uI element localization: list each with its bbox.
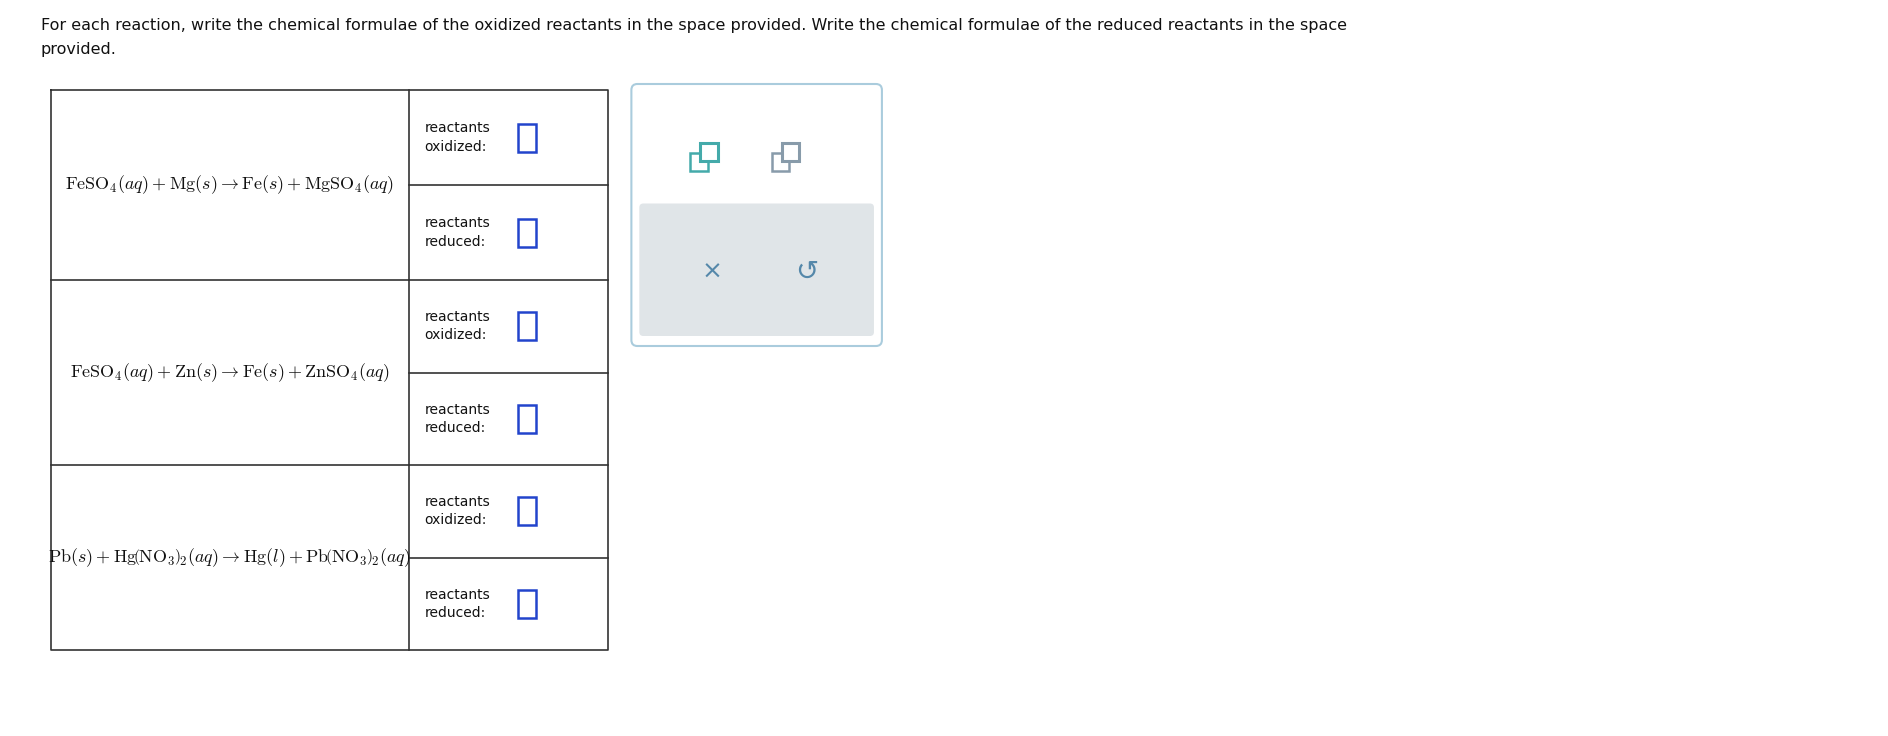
Text: reactants
oxidized:: reactants oxidized: (425, 495, 491, 528)
Bar (517, 124, 536, 152)
Text: For each reaction, write the chemical formulae of the oxidized reactants in the : For each reaction, write the chemical fo… (42, 18, 1346, 33)
Text: reactants
reduced:: reactants reduced: (425, 216, 491, 249)
Bar (517, 498, 536, 526)
FancyBboxPatch shape (640, 203, 874, 336)
Text: $\mathrm{Pb}(\mathit{s}) + \mathrm{Hg}\!\left(\mathrm{NO_3}\right)_{\!2}(\mathit: $\mathrm{Pb}(\mathit{s}) + \mathrm{Hg}\!… (49, 546, 412, 569)
Bar (517, 219, 536, 247)
Bar (517, 405, 536, 433)
Text: ↺: ↺ (795, 258, 818, 286)
Text: reactants
reduced:: reactants reduced: (425, 587, 491, 620)
Text: provided.: provided. (42, 42, 117, 57)
Text: ×: × (702, 260, 723, 284)
Bar (689, 152, 708, 171)
Bar (782, 143, 799, 160)
Text: reactants
oxidized:: reactants oxidized: (425, 121, 491, 154)
FancyBboxPatch shape (631, 84, 882, 346)
Text: $\mathrm{FeSO_4}(\mathit{aq}) + \mathrm{Zn}(\mathit{s}) \rightarrow \mathrm{Fe}(: $\mathrm{FeSO_4}(\mathit{aq}) + \mathrm{… (70, 361, 389, 384)
Text: $\mathrm{FeSO_4}(\mathit{aq}) + \mathrm{Mg}(\mathit{s}) \rightarrow \mathrm{Fe}(: $\mathrm{FeSO_4}(\mathit{aq}) + \mathrm{… (66, 174, 395, 197)
Text: reactants
oxidized:: reactants oxidized: (425, 310, 491, 342)
Text: reactants
reduced:: reactants reduced: (425, 403, 491, 435)
Bar (517, 312, 536, 340)
Bar (517, 590, 536, 618)
Bar (772, 152, 789, 171)
Bar (700, 143, 717, 160)
